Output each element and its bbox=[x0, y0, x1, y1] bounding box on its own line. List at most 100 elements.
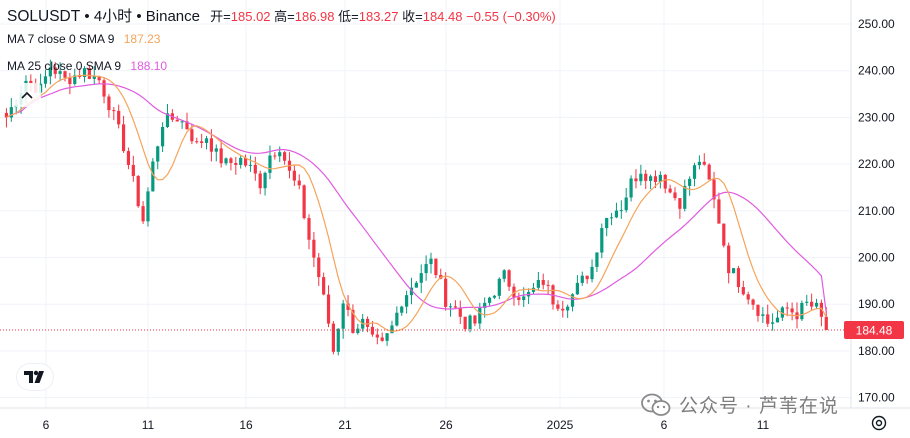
exchange-label: Binance bbox=[145, 8, 200, 25]
candle-body bbox=[190, 129, 194, 142]
candle-body bbox=[365, 318, 370, 327]
close-value: 184.48 bbox=[422, 9, 463, 24]
candle-body bbox=[161, 126, 165, 147]
candle-body bbox=[126, 151, 131, 165]
x-tick-label: 6 bbox=[661, 418, 668, 432]
candle-body bbox=[653, 176, 658, 182]
candle-body bbox=[63, 71, 67, 78]
candle-body bbox=[585, 275, 589, 280]
candle-body bbox=[561, 308, 565, 311]
candle-body bbox=[800, 302, 804, 320]
candle-body bbox=[9, 107, 13, 118]
candle-body bbox=[756, 304, 760, 316]
candle-body bbox=[229, 158, 233, 163]
candle-body bbox=[283, 152, 287, 161]
time-axis[interactable]: 6 11 16 21 26 2025 6 11 bbox=[43, 418, 770, 432]
candle-body bbox=[214, 148, 218, 152]
candle-body bbox=[48, 67, 52, 77]
x-tick-label: 21 bbox=[338, 418, 352, 432]
y-tick-label: 240.00 bbox=[858, 64, 895, 78]
interval-label[interactable]: 4小时 bbox=[93, 8, 133, 25]
candle-body bbox=[688, 178, 692, 186]
candle-body bbox=[746, 294, 750, 300]
settings-icon[interactable] bbox=[870, 414, 888, 432]
tradingview-logo[interactable] bbox=[17, 364, 53, 390]
candle-body bbox=[492, 295, 497, 298]
tradingview-logo-icon bbox=[24, 370, 44, 383]
candle-body bbox=[580, 275, 584, 283]
candle-body bbox=[692, 165, 697, 179]
candle-body bbox=[131, 164, 135, 176]
candle-body bbox=[209, 138, 213, 152]
candle-body bbox=[380, 337, 384, 341]
candle-body bbox=[575, 282, 579, 295]
candle-body bbox=[302, 185, 306, 219]
last-price-label: 184.48 bbox=[856, 323, 893, 337]
candle-body bbox=[736, 268, 741, 288]
candle-body bbox=[683, 185, 687, 209]
candle-body bbox=[546, 284, 550, 286]
candle-body bbox=[609, 217, 614, 219]
ma25-line bbox=[6, 83, 827, 314]
low-value: 183.27 bbox=[358, 9, 399, 24]
candle-body bbox=[556, 304, 560, 309]
collapse-legend-button[interactable] bbox=[13, 83, 41, 107]
candle-body bbox=[805, 301, 809, 303]
candle-body bbox=[717, 199, 721, 224]
candle-body bbox=[639, 173, 643, 182]
candle-body bbox=[204, 138, 209, 143]
candle-body bbox=[712, 179, 716, 200]
candle-body bbox=[463, 316, 467, 330]
candle-body bbox=[419, 273, 423, 283]
candle-body bbox=[268, 155, 272, 173]
candle-body bbox=[771, 322, 775, 324]
candle-body bbox=[483, 302, 487, 308]
candle-body bbox=[292, 170, 296, 181]
candle-body bbox=[258, 173, 262, 189]
candle-body bbox=[673, 192, 677, 199]
candle-body bbox=[517, 297, 521, 301]
candle-body bbox=[165, 113, 170, 127]
candle-body bbox=[253, 164, 257, 174]
candle-body bbox=[278, 152, 282, 157]
y-tick-label: 210.00 bbox=[858, 204, 895, 218]
candle-body bbox=[322, 277, 326, 295]
candle-body bbox=[156, 146, 160, 162]
candle-body bbox=[239, 157, 243, 165]
candle-body bbox=[307, 218, 311, 240]
symbol-name[interactable]: SOLUSDT bbox=[7, 8, 81, 25]
ma7-legend[interactable]: MA 7 close 0 SMA 9 187.23 bbox=[7, 32, 160, 46]
candle-body bbox=[414, 282, 418, 288]
x-tick-label: 26 bbox=[439, 418, 453, 432]
x-tick-label: 16 bbox=[239, 418, 253, 432]
candle-body bbox=[697, 161, 701, 166]
candle-body bbox=[102, 80, 106, 97]
chevron-up-icon bbox=[21, 91, 33, 99]
last-price-badge: 184.48 bbox=[844, 320, 904, 339]
ma25-legend-label: MA 25 close 0 SMA 9 bbox=[7, 59, 122, 73]
candle-body bbox=[624, 197, 628, 211]
candle-body bbox=[663, 174, 667, 189]
candle-body bbox=[731, 268, 736, 274]
candle-body bbox=[595, 252, 599, 267]
candle-body bbox=[92, 76, 96, 79]
candle-body bbox=[707, 164, 711, 180]
price-axis[interactable]: 250.00 240.00 230.00 220.00 210.00 200.00 190.… bbox=[858, 17, 895, 405]
ma7-legend-label: MA 7 close 0 SMA 9 bbox=[7, 32, 115, 46]
candle-body bbox=[824, 316, 828, 330]
candle-body bbox=[312, 239, 316, 258]
candle-body bbox=[141, 206, 145, 222]
candle-body bbox=[512, 286, 516, 298]
candle-body bbox=[766, 314, 770, 324]
candle-body bbox=[507, 270, 511, 287]
ma25-legend[interactable]: MA 25 close 0 SMA 9 188.10 bbox=[7, 59, 167, 73]
candle-body bbox=[43, 76, 48, 84]
candle-body bbox=[195, 141, 199, 143]
ma7-legend-value: 187.23 bbox=[123, 32, 161, 46]
candle-body bbox=[741, 287, 745, 295]
candle-body bbox=[541, 279, 545, 285]
candle-body bbox=[566, 306, 570, 311]
candle-body bbox=[649, 176, 653, 181]
candle-body bbox=[175, 119, 179, 122]
